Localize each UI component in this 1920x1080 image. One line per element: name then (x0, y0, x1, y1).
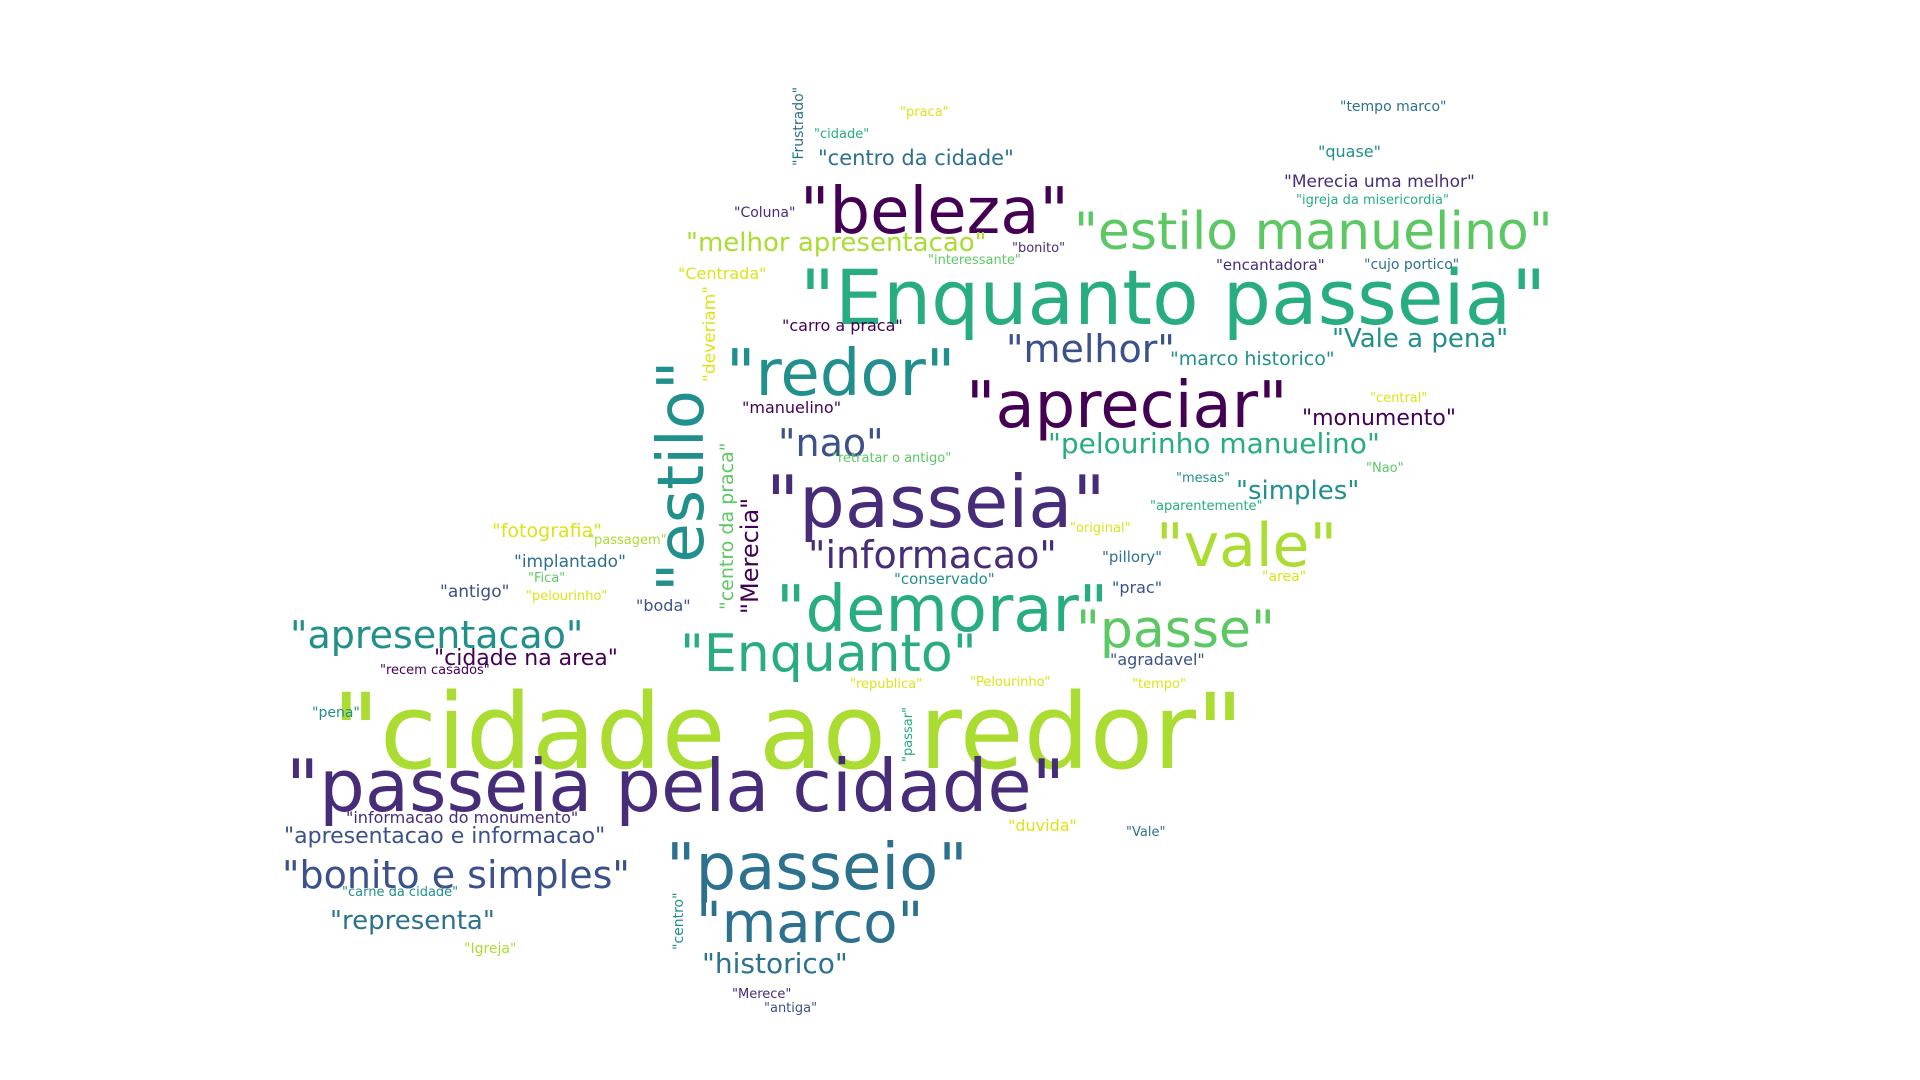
word-cloud-term: "Merece" (732, 987, 792, 1002)
word-cloud-term: "Coluna" (734, 205, 796, 221)
word-cloud-term: "tempo marco" (1340, 99, 1447, 115)
word-cloud-term: "passar" (901, 706, 916, 762)
word-cloud-term: "manuelino" (742, 398, 842, 417)
word-cloud-term: "republica" (850, 677, 923, 692)
word-cloud-term: "redor" (726, 337, 956, 411)
word-cloud-term: "Enquanto" (680, 624, 977, 684)
word-cloud-term: "Nao" (1366, 461, 1404, 476)
word-cloud-term: "interessante" (928, 253, 1021, 268)
word-cloud-term: "passeia pela cidade" (286, 744, 1065, 828)
word-cloud-term: "carro a praca" (782, 316, 903, 335)
word-cloud-term: "boda" (636, 596, 691, 615)
word-cloud-term: "mesas" (1176, 471, 1231, 486)
word-cloud-term: "original" (1070, 521, 1131, 536)
word-cloud-term: "melhor apresentacao" (686, 228, 987, 258)
word-cloud-term: "marco historico" (1170, 348, 1335, 370)
word-cloud-term: "area" (1262, 569, 1307, 585)
word-cloud-term: "carne da cidade" (342, 885, 459, 900)
word-cloud-term: "informacao" (808, 533, 1057, 577)
word-cloud-term: "centro" (671, 892, 687, 950)
word-cloud-term: "antiga" (764, 1001, 818, 1016)
word-cloud-term: "apresentacao e informacao" (284, 824, 606, 849)
word-cloud-term: "Centrada" (678, 264, 767, 283)
word-cloud-term: "central" (1370, 391, 1428, 406)
word-cloud-term: "historico" (702, 947, 848, 980)
word-cloud-term: "Enquanto passeia" (800, 253, 1547, 342)
word-cloud-term: "centro da praca" (716, 442, 738, 610)
word-cloud-term: "antigo" (440, 582, 510, 602)
word-cloud-term: "apreciar" (966, 369, 1288, 443)
word-cloud-term: "pelourinho manuelino" (1048, 427, 1380, 460)
word-cloud-term: "passeio" (666, 831, 968, 905)
word-cloud-term: "bonito e simples" (282, 853, 630, 897)
word-cloud-term: "Fica" (528, 571, 566, 586)
word-cloud-term: "centro da cidade" (818, 146, 1014, 170)
word-cloud-term: "passeia" (766, 460, 1106, 544)
word-cloud-term: "Vale" (1126, 825, 1166, 840)
word-cloud-term: "demorar" (776, 573, 1109, 647)
word-cloud-term: "igreja da misericordia" (1296, 193, 1449, 208)
word-cloud-term: "apresentacao" (290, 613, 584, 657)
word-cloud-term: "marco" (696, 891, 924, 956)
word-cloud-term: "Merecia" (736, 497, 764, 614)
word-cloud-term: "praca" (900, 105, 949, 120)
word-cloud-term: "pelourinho" (526, 589, 608, 604)
word-cloud-term: "aparentemente" (1150, 499, 1263, 514)
word-cloud-term: "representa" (330, 906, 495, 936)
word-cloud-term: "Pelourinho" (970, 675, 1051, 690)
word-cloud-term: "vale" (1156, 511, 1338, 581)
word-cloud-term: "simples" (1236, 476, 1360, 506)
word-cloud-term: "cidade" (814, 127, 870, 142)
word-cloud-term: "cidade ao redor" (332, 671, 1244, 793)
word-cloud-term: "duvida" (1008, 816, 1077, 835)
word-cloud-term: "cidade na area" (434, 646, 618, 671)
word-cloud-term: "Merecia uma melhor" (1284, 172, 1475, 192)
word-cloud-term: "passe" (1076, 600, 1275, 660)
word-cloud-term: "retratar o antigo" (832, 451, 952, 466)
word-cloud-term: "encantadora" (1216, 256, 1325, 274)
word-cloud-term: "deveriam" (700, 285, 720, 382)
word-cloud-term: "informacao do monumento" (346, 808, 579, 827)
word-cloud-term: "cujo portico" (1364, 257, 1460, 273)
word-cloud-term: "Vale a pena" (1332, 324, 1509, 354)
word-cloud-term: "melhor" (1006, 327, 1175, 371)
word-cloud-term: "pillory" (1102, 548, 1163, 566)
word-cloud-term: "agradavel" (1110, 650, 1205, 669)
word-cloud-term: "recem casados" (380, 663, 490, 678)
word-cloud-term: "tempo" (1132, 677, 1186, 692)
word-cloud-term: "estilo" (645, 360, 719, 592)
word-cloud-term: "beleza" (800, 175, 1069, 249)
word-cloud-term: "fotografia" (492, 520, 602, 542)
word-cloud-term: "monumento" (1302, 406, 1457, 431)
word-cloud-term: "estilo manuelino" (1074, 202, 1553, 262)
word-cloud-term: "implantado" (514, 552, 626, 572)
word-cloud-term: "prac" (1112, 578, 1163, 597)
word-cloud-term: "pena" (312, 705, 360, 721)
word-cloud-term: "nao" (778, 421, 884, 465)
word-cloud-term: "Igreja" (464, 941, 517, 957)
word-cloud-term: "quase" (1318, 142, 1381, 161)
word-cloud-term: "passagem" (588, 533, 667, 548)
word-cloud-term: "conservado" (894, 570, 995, 588)
word-cloud-term: "Frustrado" (791, 86, 807, 166)
word-cloud-term: "bonito" (1012, 241, 1066, 256)
